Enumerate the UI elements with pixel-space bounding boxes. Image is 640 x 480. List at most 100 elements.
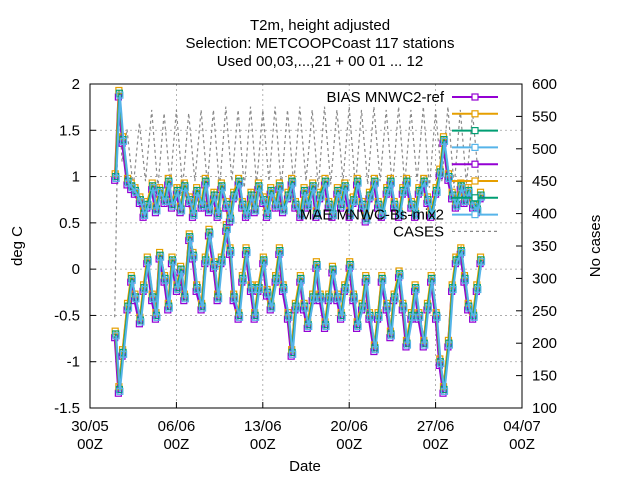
bias-point — [149, 295, 157, 303]
bias-point — [211, 262, 219, 270]
bias-point — [387, 332, 396, 340]
bias-point — [297, 276, 305, 284]
chart-title: T2m, height adjusted Selection: METCOOPC… — [185, 17, 454, 70]
legend-entry: MAE MNWC-Bs-mix2 — [300, 207, 498, 224]
bias-point — [235, 313, 244, 321]
mae-point — [387, 179, 396, 187]
mae-point — [437, 170, 445, 178]
mae-point — [433, 188, 441, 196]
mae-point — [416, 188, 424, 196]
mae-point — [140, 211, 149, 220]
bias-point — [408, 313, 416, 321]
mae-point — [206, 207, 214, 215]
mae-point — [194, 188, 202, 196]
bias-series-group — [111, 221, 486, 397]
mae-point — [421, 179, 429, 187]
mae-point — [128, 184, 136, 192]
bias-point — [326, 295, 334, 303]
mae-point — [119, 137, 128, 145]
mae-point — [347, 211, 355, 220]
legend-entry — [452, 143, 498, 151]
legend-label: MAE MNWC-Bs-mix2 — [300, 207, 444, 224]
mae-point — [310, 184, 318, 192]
mae-point — [334, 188, 342, 196]
mae-point — [280, 207, 288, 215]
mae-point — [227, 216, 235, 224]
bias-point — [400, 304, 408, 312]
y-tick-label: 1.5 — [59, 122, 80, 139]
mae-point — [268, 188, 276, 196]
bias-point — [239, 276, 247, 284]
mae-point — [198, 202, 207, 210]
legend-marker — [471, 211, 479, 219]
y-tick-label: 0.5 — [59, 215, 80, 232]
bias-point — [449, 285, 457, 294]
bias-point — [317, 295, 325, 303]
bias-point — [140, 285, 149, 294]
mae-point — [470, 202, 478, 210]
mae-point — [161, 197, 170, 206]
bias-point — [437, 359, 445, 368]
mae-point — [144, 202, 152, 210]
bias-point — [474, 285, 482, 294]
bias-point — [391, 295, 399, 303]
bias-point — [116, 387, 124, 395]
bias-point — [465, 304, 473, 312]
y2-tick-label: 350 — [532, 238, 557, 255]
mae-point — [248, 193, 256, 201]
mae-point — [408, 202, 416, 210]
mae-point — [157, 188, 165, 196]
bias-point — [421, 341, 429, 349]
mae-point — [453, 202, 461, 210]
bias-point — [153, 313, 161, 321]
y-axis-ticks: -1.5 -1 -0.5 0 0.5 1 1.5 2 — [54, 76, 96, 417]
mae-point — [317, 193, 325, 201]
bias-point — [445, 341, 454, 349]
mae-point — [342, 184, 350, 192]
x-tick-label-date: 13/06 — [244, 418, 282, 435]
bias-point — [124, 304, 133, 312]
bias-point — [412, 285, 420, 294]
mae-point — [218, 184, 226, 192]
bias-point — [440, 387, 449, 395]
y2-axis-label: No cases — [587, 215, 604, 278]
mae-point — [465, 188, 473, 196]
bias-point — [276, 248, 284, 257]
mae-point — [211, 193, 219, 201]
bias-point — [428, 276, 436, 284]
bias-point — [371, 346, 379, 354]
x-tick-label-date: 20/06 — [330, 418, 368, 435]
y2-tick-label: 600 — [532, 76, 557, 93]
y-tick-label: 1 — [72, 169, 80, 186]
y-tick-label: 2 — [72, 76, 80, 93]
y-tick-label: -1 — [67, 354, 80, 371]
y2-axis-ticks: 100 150 200 250 300 350 400 450 500 550 600 — [516, 76, 557, 417]
bias-point — [477, 258, 486, 266]
x-axis-label: Date — [289, 458, 321, 475]
chart-title-line-2: Selection: METCOOPCoast 117 stations — [185, 35, 454, 52]
bias-point — [384, 304, 392, 312]
mae-point — [445, 174, 454, 183]
bias-point — [453, 258, 461, 266]
x-axis-ticks: 30/0500Z06/0600Z13/0600Z20/0600Z27/0600Z… — [71, 402, 541, 453]
y-tick-label: -1.5 — [54, 400, 80, 417]
bias-point — [354, 322, 362, 331]
mae-point — [276, 184, 284, 192]
mae-point — [375, 202, 383, 210]
bias-point — [285, 313, 293, 321]
legend-entry — [452, 194, 498, 202]
x-tick-label-hour: 00Z — [250, 436, 276, 453]
legend-entry: CASES — [393, 223, 498, 240]
y2-tick-label: 550 — [532, 108, 557, 125]
bias-point — [416, 313, 424, 321]
mae-point — [177, 207, 186, 215]
mae-point — [260, 197, 268, 206]
bias-point — [366, 313, 375, 321]
mae-point — [235, 179, 244, 187]
mae-point — [292, 202, 300, 210]
bias-point — [128, 276, 136, 284]
bias-point — [227, 248, 235, 257]
bias-point — [292, 304, 300, 312]
mae-point — [412, 211, 420, 220]
